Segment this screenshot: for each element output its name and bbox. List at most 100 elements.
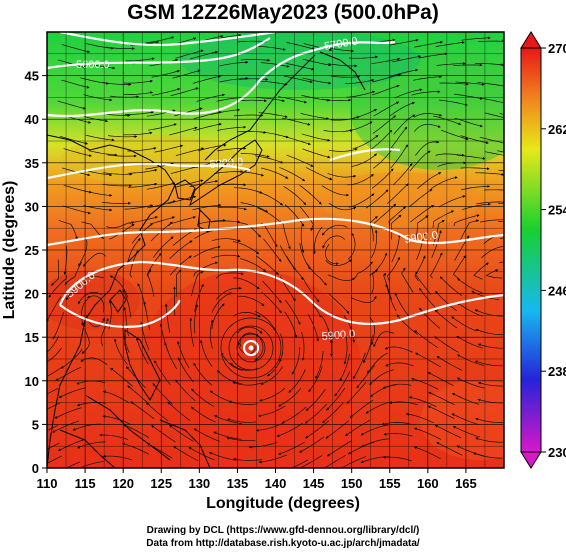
streamline <box>321 98 352 102</box>
streamline <box>261 291 282 314</box>
streamline <box>219 77 249 83</box>
streamline <box>193 261 219 277</box>
streamline <box>427 405 455 419</box>
streamline <box>101 201 131 205</box>
streamline <box>193 362 213 386</box>
streamline <box>154 144 184 153</box>
streamline <box>288 369 306 393</box>
streamline <box>189 50 219 60</box>
streamline <box>254 155 284 164</box>
streamline <box>382 383 412 389</box>
streamline <box>387 183 409 204</box>
x-tick-label: 145 <box>303 476 325 491</box>
footer-credit-data: Data from http://database.rish.kyoto-u.a… <box>146 538 420 549</box>
streamline <box>84 42 114 50</box>
streamline <box>261 167 289 179</box>
streamline <box>440 129 469 141</box>
y-tick-label: 45 <box>25 69 39 84</box>
streamline <box>408 396 437 408</box>
streamline <box>302 58 332 67</box>
streamline <box>217 125 247 131</box>
streamline <box>348 55 379 59</box>
streamline <box>414 255 426 282</box>
streamline <box>279 167 306 182</box>
y-tick-label: 35 <box>25 156 39 171</box>
streamline <box>145 36 175 44</box>
streamline <box>113 338 128 365</box>
x-tick-label: 110 <box>37 476 58 491</box>
streamline <box>473 262 489 280</box>
streamline <box>259 387 286 402</box>
streamline <box>383 432 413 437</box>
streamline <box>313 226 323 255</box>
streamline <box>455 81 485 86</box>
streamline <box>339 353 350 382</box>
streamline <box>302 148 331 159</box>
streamline <box>439 99 468 106</box>
y-tick-label: 15 <box>25 330 39 345</box>
streamline <box>305 389 326 411</box>
streamline <box>83 252 107 267</box>
streamline <box>100 318 109 347</box>
streamline <box>57 439 86 452</box>
streamline <box>456 154 486 160</box>
streamline <box>286 154 314 167</box>
streamline <box>388 401 418 406</box>
streamline <box>475 437 504 443</box>
streamline <box>351 153 378 167</box>
streamline <box>328 148 358 152</box>
streamline <box>453 93 483 100</box>
streamline <box>462 202 491 211</box>
streamline <box>413 75 443 81</box>
streamline <box>485 269 503 279</box>
streamline <box>434 424 462 439</box>
streamline <box>349 399 374 418</box>
streamline <box>102 81 132 86</box>
streamline <box>308 366 323 393</box>
streamline <box>175 379 196 402</box>
map-gridlines <box>47 32 504 468</box>
streamline <box>414 330 438 348</box>
streamline <box>453 214 480 227</box>
streamline <box>456 377 485 389</box>
streamline <box>240 58 271 62</box>
streamline <box>452 255 466 279</box>
x-axis-label: Longitude (degrees) <box>206 495 360 512</box>
wind-streamlines <box>47 33 504 468</box>
streamline <box>350 295 377 303</box>
streamline <box>349 108 378 120</box>
typhoon-ring <box>228 325 274 371</box>
streamline <box>300 112 330 120</box>
streamline <box>328 63 358 68</box>
streamline <box>457 354 485 366</box>
streamline <box>285 299 301 325</box>
x-tick-label: 120 <box>112 476 134 491</box>
streamline <box>62 205 91 215</box>
streamline <box>169 424 194 442</box>
colorbar: 270 262 254 246 238 230 <box>520 31 566 469</box>
streamline <box>167 401 191 421</box>
streamline <box>290 459 309 468</box>
streamline <box>325 259 352 266</box>
streamline <box>390 214 402 240</box>
y-tick-label: 20 <box>25 287 39 302</box>
streamline <box>352 135 379 150</box>
y-tick-label: 0 <box>32 461 39 476</box>
contour-label: 5900.0 <box>321 328 356 343</box>
streamline <box>248 441 278 449</box>
streamline <box>350 261 373 281</box>
streamline <box>280 221 291 250</box>
streamline <box>388 206 407 228</box>
streamline <box>363 335 373 364</box>
streamline <box>389 38 419 46</box>
streamline <box>102 415 131 425</box>
streamline <box>200 339 213 367</box>
streamline <box>124 110 154 115</box>
streamline <box>434 336 459 353</box>
streamline <box>498 169 504 172</box>
streamline <box>405 412 434 424</box>
streamline <box>57 100 86 110</box>
streamline <box>255 422 285 432</box>
streamline <box>390 144 408 169</box>
